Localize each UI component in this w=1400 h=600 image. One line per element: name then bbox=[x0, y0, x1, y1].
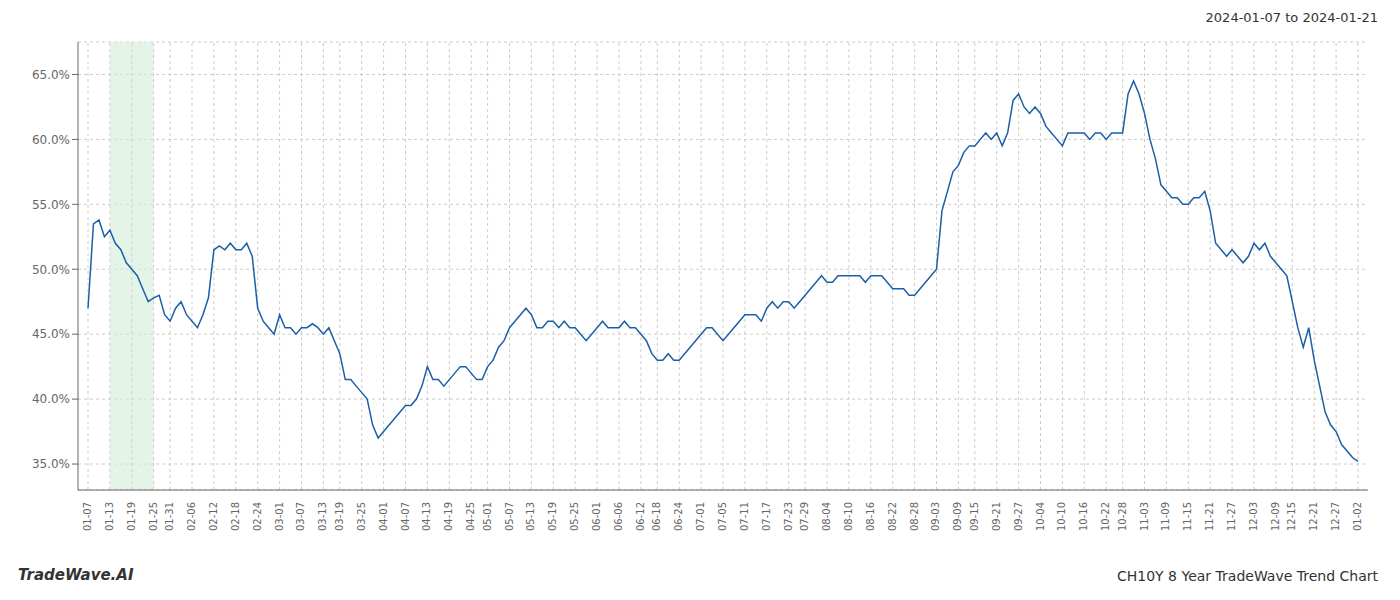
svg-text:06-18: 06-18 bbox=[651, 502, 662, 531]
svg-text:02-24: 02-24 bbox=[252, 502, 263, 531]
svg-text:09-15: 09-15 bbox=[969, 502, 980, 531]
html-text:CH10Y 8 Year TradeWave Trend C: CH10Y 8 Year TradeWave Trend Chart bbox=[1117, 568, 1378, 584]
svg-text:11-03: 11-03 bbox=[1139, 502, 1150, 531]
svg-text:04-13: 04-13 bbox=[421, 502, 432, 531]
svg-text:08-22: 08-22 bbox=[887, 502, 898, 531]
svg-text:40.0%: 40.0% bbox=[32, 392, 70, 406]
svg-text:12-27: 12-27 bbox=[1330, 502, 1341, 531]
svg-text:03-13: 03-13 bbox=[317, 502, 328, 531]
svg-text:02-18: 02-18 bbox=[230, 502, 241, 531]
svg-text:05-13: 05-13 bbox=[525, 502, 536, 531]
svg-text:07-23: 07-23 bbox=[783, 502, 794, 531]
html-text:2024-01-07 to 2024-01-21: 2024-01-07 to 2024-01-21 bbox=[1205, 10, 1378, 25]
svg-text:07-29: 07-29 bbox=[799, 502, 810, 531]
svg-text:04-07: 04-07 bbox=[400, 502, 411, 531]
svg-text:60.0%: 60.0% bbox=[32, 133, 70, 147]
svg-text:10-10: 10-10 bbox=[1056, 502, 1067, 531]
svg-text:06-01: 06-01 bbox=[591, 502, 602, 531]
svg-text:10-22: 10-22 bbox=[1100, 502, 1111, 531]
svg-text:08-16: 08-16 bbox=[865, 502, 876, 531]
svg-text:07-05: 07-05 bbox=[717, 502, 728, 531]
svg-text:08-10: 08-10 bbox=[843, 502, 854, 531]
svg-text:04-01: 04-01 bbox=[378, 502, 389, 531]
svg-text:06-12: 06-12 bbox=[635, 502, 646, 531]
svg-text:08-28: 08-28 bbox=[909, 502, 920, 531]
svg-text:11-09: 11-09 bbox=[1160, 502, 1171, 531]
svg-text:01-31: 01-31 bbox=[164, 502, 175, 531]
svg-text:05-07: 05-07 bbox=[504, 502, 515, 531]
svg-text:09-21: 09-21 bbox=[991, 502, 1002, 531]
svg-text:03-07: 03-07 bbox=[295, 502, 306, 531]
html-text:TradeWave.AI: TradeWave.AI bbox=[18, 566, 134, 584]
svg-text:09-27: 09-27 bbox=[1013, 502, 1024, 531]
svg-text:06-06: 06-06 bbox=[613, 502, 624, 531]
svg-text:09-09: 09-09 bbox=[952, 502, 963, 531]
svg-text:01-13: 01-13 bbox=[104, 502, 115, 531]
svg-text:01-25: 01-25 bbox=[148, 502, 159, 531]
svg-text:07-17: 07-17 bbox=[761, 502, 772, 531]
svg-text:04-25: 04-25 bbox=[465, 502, 476, 531]
svg-text:03-19: 03-19 bbox=[334, 502, 345, 531]
svg-text:65.0%: 65.0% bbox=[32, 68, 70, 82]
svg-text:11-21: 11-21 bbox=[1204, 502, 1215, 531]
svg-text:02-06: 02-06 bbox=[186, 502, 197, 531]
svg-text:12-21: 12-21 bbox=[1308, 502, 1319, 531]
svg-text:05-01: 05-01 bbox=[482, 502, 493, 531]
svg-text:07-11: 07-11 bbox=[739, 502, 750, 531]
svg-text:08-04: 08-04 bbox=[821, 502, 832, 531]
svg-text:10-16: 10-16 bbox=[1078, 502, 1089, 531]
svg-text:35.0%: 35.0% bbox=[32, 457, 70, 471]
svg-text:05-25: 05-25 bbox=[569, 502, 580, 531]
svg-text:01-19: 01-19 bbox=[126, 502, 137, 531]
svg-text:45.0%: 45.0% bbox=[32, 327, 70, 341]
svg-text:01-02: 01-02 bbox=[1352, 502, 1363, 531]
svg-text:02-12: 02-12 bbox=[208, 502, 219, 531]
svg-text:09-03: 09-03 bbox=[930, 502, 941, 531]
svg-text:12-15: 12-15 bbox=[1286, 502, 1297, 531]
svg-text:10-04: 10-04 bbox=[1035, 502, 1046, 531]
svg-text:10-28: 10-28 bbox=[1117, 502, 1128, 531]
svg-text:04-19: 04-19 bbox=[443, 502, 454, 531]
svg-text:03-01: 03-01 bbox=[274, 502, 285, 531]
svg-text:12-03: 12-03 bbox=[1248, 502, 1259, 531]
svg-text:11-15: 11-15 bbox=[1182, 502, 1193, 531]
svg-text:05-19: 05-19 bbox=[547, 502, 558, 531]
svg-text:03-25: 03-25 bbox=[356, 502, 367, 531]
svg-text:12-09: 12-09 bbox=[1270, 502, 1281, 531]
svg-text:11-27: 11-27 bbox=[1226, 502, 1237, 531]
svg-text:06-24: 06-24 bbox=[673, 502, 684, 531]
svg-text:07-01: 07-01 bbox=[695, 502, 706, 531]
svg-text:01-07: 01-07 bbox=[82, 502, 93, 531]
svg-text:50.0%: 50.0% bbox=[32, 263, 70, 277]
svg-text:55.0%: 55.0% bbox=[32, 198, 70, 212]
